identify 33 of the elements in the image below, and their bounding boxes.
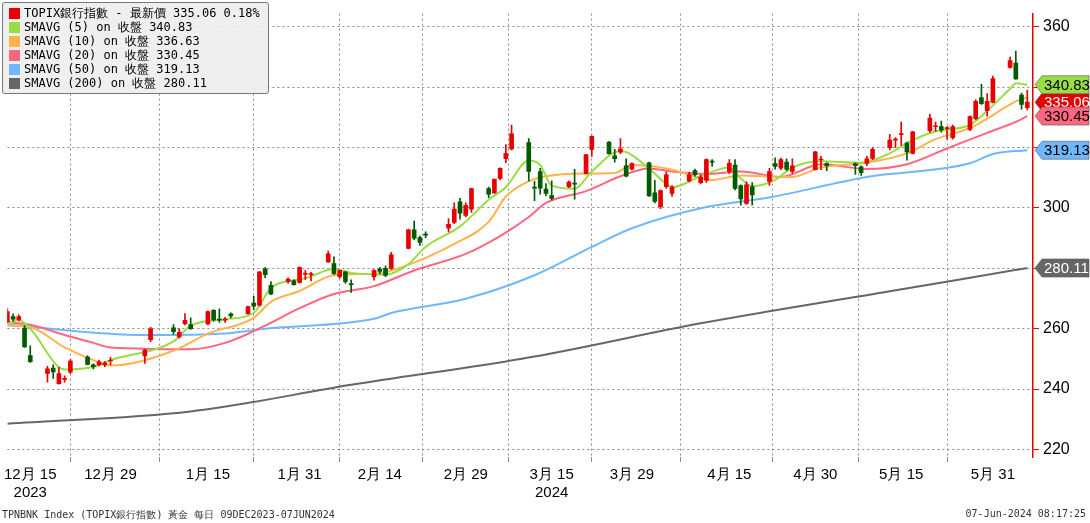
y-tick-label: 260 bbox=[1043, 319, 1070, 337]
x-tick-label: 2月 14 bbox=[357, 465, 402, 483]
line-series bbox=[7, 267, 1029, 425]
y-tick-label: 220 bbox=[1043, 439, 1070, 457]
y-tick-label: 300 bbox=[1043, 198, 1070, 216]
data-label: 319.13 bbox=[1044, 141, 1090, 159]
x-tick-label: 4月 30 bbox=[793, 465, 838, 483]
legend-label: TOPIX銀行指數 - 最新價 335.06 0.18% bbox=[24, 6, 260, 20]
text: TPNBNK Index (TOPIX銀行指數) 黃金 每日 09DEC2023-07JUN2024 bbox=[2, 508, 335, 522]
x-tick-label: 5月 31 bbox=[970, 465, 1015, 483]
x-tick-label: 1月 31 bbox=[277, 465, 322, 483]
legend-label: SMAVG (20) on 收盤 330.45 bbox=[24, 48, 200, 62]
x-tick-label: 12月 15 2023 bbox=[3, 465, 57, 501]
x-tick-label: 12月 29 bbox=[84, 465, 137, 483]
text: 07-Jun-2024 08:17:25 bbox=[965, 508, 1086, 521]
x-tick-label: 3月 29 bbox=[609, 465, 655, 483]
x-tick-label: 5月 15 bbox=[879, 465, 924, 483]
x-tick-label: 4月 15 bbox=[707, 465, 752, 483]
legend-label: SMAVG (50) on 收盤 319.13 bbox=[24, 62, 200, 76]
x-tick-label: 1月 15 bbox=[185, 465, 230, 483]
data-label: 340.83 bbox=[1044, 75, 1090, 93]
candlestick bbox=[898, 121, 904, 146]
legend-label: SMAVG (200) on 收盤 280.11 bbox=[24, 76, 207, 90]
x-tick-label: 3月 15 2024 bbox=[529, 465, 574, 501]
legend-label: SMAVG (5) on 收盤 340.83 bbox=[24, 20, 193, 34]
x-tick-label: 2月 29 bbox=[443, 465, 488, 483]
candlestick bbox=[549, 180, 555, 201]
y-tick-label: 240 bbox=[1043, 379, 1070, 397]
line-series bbox=[7, 149, 1029, 337]
candlestick bbox=[348, 279, 354, 293]
y-tick-label: 360 bbox=[1043, 17, 1070, 35]
legend-label: SMAVG (10) on 收盤 336.63 bbox=[24, 34, 200, 48]
data-label: 280.11 bbox=[1044, 259, 1089, 277]
